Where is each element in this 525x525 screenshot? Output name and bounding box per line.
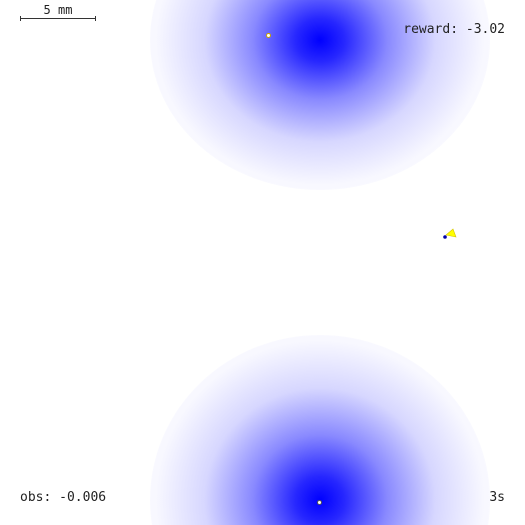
target-marker-bottom-icon	[317, 500, 322, 505]
reward-readout: reward: -3.02	[403, 22, 505, 37]
scale-bar-label: 5 mm	[43, 3, 73, 17]
agent-sprite-icon	[443, 228, 457, 239]
scale-bar: 5 mm	[20, 3, 96, 23]
target-marker-top-icon	[266, 33, 271, 38]
scale-bar-line	[20, 16, 96, 21]
time-readout: 3s	[489, 490, 505, 505]
agent-body	[445, 228, 457, 238]
agent-eye	[443, 235, 447, 239]
field-source-bottom	[150, 335, 490, 525]
observation-readout: obs: -0.006	[20, 490, 107, 505]
